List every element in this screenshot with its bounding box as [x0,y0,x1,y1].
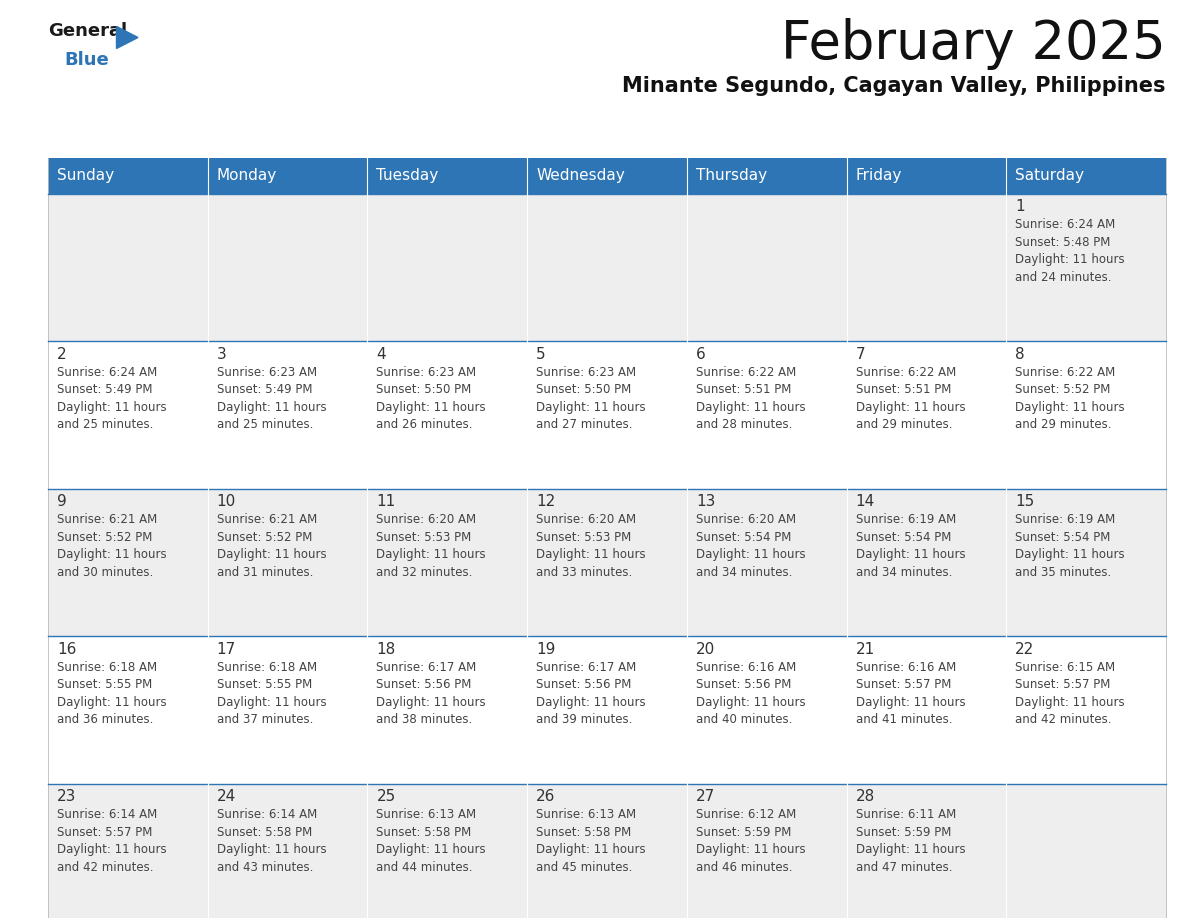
Bar [48,341,1165,488]
Text: Sunrise: 6:17 AM
Sunset: 5:56 PM
Daylight: 11 hours
and 38 minutes.: Sunrise: 6:17 AM Sunset: 5:56 PM Dayligh… [377,661,486,726]
Bar [527,158,687,194]
Text: 6: 6 [696,347,706,362]
Text: Sunrise: 6:15 AM
Sunset: 5:57 PM
Daylight: 11 hours
and 42 minutes.: Sunrise: 6:15 AM Sunset: 5:57 PM Dayligh… [1016,661,1125,726]
Text: 16: 16 [57,642,76,656]
Bar [208,158,367,194]
Text: Sunrise: 6:18 AM
Sunset: 5:55 PM
Daylight: 11 hours
and 36 minutes.: Sunrise: 6:18 AM Sunset: 5:55 PM Dayligh… [57,661,166,726]
Text: Sunrise: 6:20 AM
Sunset: 5:54 PM
Daylight: 11 hours
and 34 minutes.: Sunrise: 6:20 AM Sunset: 5:54 PM Dayligh… [696,513,805,578]
Text: Sunrise: 6:24 AM
Sunset: 5:49 PM
Daylight: 11 hours
and 25 minutes.: Sunrise: 6:24 AM Sunset: 5:49 PM Dayligh… [57,365,166,431]
Text: Sunrise: 6:22 AM
Sunset: 5:52 PM
Daylight: 11 hours
and 29 minutes.: Sunrise: 6:22 AM Sunset: 5:52 PM Dayligh… [1016,365,1125,431]
Text: Tuesday: Tuesday [377,168,438,184]
Text: Sunrise: 6:20 AM
Sunset: 5:53 PM
Daylight: 11 hours
and 32 minutes.: Sunrise: 6:20 AM Sunset: 5:53 PM Dayligh… [377,513,486,578]
Text: Sunrise: 6:14 AM
Sunset: 5:58 PM
Daylight: 11 hours
and 43 minutes.: Sunrise: 6:14 AM Sunset: 5:58 PM Dayligh… [216,809,327,874]
Text: Sunrise: 6:16 AM
Sunset: 5:56 PM
Daylight: 11 hours
and 40 minutes.: Sunrise: 6:16 AM Sunset: 5:56 PM Dayligh… [696,661,805,726]
Text: Sunrise: 6:17 AM
Sunset: 5:56 PM
Daylight: 11 hours
and 39 minutes.: Sunrise: 6:17 AM Sunset: 5:56 PM Dayligh… [536,661,646,726]
Text: Sunrise: 6:14 AM
Sunset: 5:57 PM
Daylight: 11 hours
and 42 minutes.: Sunrise: 6:14 AM Sunset: 5:57 PM Dayligh… [57,809,166,874]
Text: 19: 19 [536,642,556,656]
Bar [367,158,527,194]
Text: Sunday: Sunday [57,168,114,184]
Bar [1006,158,1165,194]
Text: Sunrise: 6:12 AM
Sunset: 5:59 PM
Daylight: 11 hours
and 46 minutes.: Sunrise: 6:12 AM Sunset: 5:59 PM Dayligh… [696,809,805,874]
Text: 11: 11 [377,494,396,509]
Text: February 2025: February 2025 [782,18,1165,70]
Text: Sunrise: 6:23 AM
Sunset: 5:50 PM
Daylight: 11 hours
and 27 minutes.: Sunrise: 6:23 AM Sunset: 5:50 PM Dayligh… [536,365,646,431]
Text: 9: 9 [57,494,67,509]
Text: Monday: Monday [216,168,277,184]
Text: 20: 20 [696,642,715,656]
Text: Friday: Friday [855,168,902,184]
Text: 3: 3 [216,347,227,362]
Polygon shape [116,27,138,49]
Text: 23: 23 [57,789,76,804]
Text: 24: 24 [216,789,236,804]
Text: 17: 17 [216,642,236,656]
Text: Sunrise: 6:20 AM
Sunset: 5:53 PM
Daylight: 11 hours
and 33 minutes.: Sunrise: 6:20 AM Sunset: 5:53 PM Dayligh… [536,513,646,578]
Text: 28: 28 [855,789,874,804]
Text: 18: 18 [377,642,396,656]
Text: Saturday: Saturday [1016,168,1085,184]
Text: Wednesday: Wednesday [536,168,625,184]
Text: Sunrise: 6:13 AM
Sunset: 5:58 PM
Daylight: 11 hours
and 45 minutes.: Sunrise: 6:13 AM Sunset: 5:58 PM Dayligh… [536,809,646,874]
Text: Sunrise: 6:19 AM
Sunset: 5:54 PM
Daylight: 11 hours
and 35 minutes.: Sunrise: 6:19 AM Sunset: 5:54 PM Dayligh… [1016,513,1125,578]
Text: 5: 5 [536,347,545,362]
Text: 10: 10 [216,494,236,509]
Text: 15: 15 [1016,494,1035,509]
Text: Sunrise: 6:11 AM
Sunset: 5:59 PM
Daylight: 11 hours
and 47 minutes.: Sunrise: 6:11 AM Sunset: 5:59 PM Dayligh… [855,809,965,874]
Bar [687,158,847,194]
Text: 1: 1 [1016,199,1025,214]
Bar [48,488,1165,636]
Text: 7: 7 [855,347,865,362]
Bar [847,158,1006,194]
Text: Sunrise: 6:22 AM
Sunset: 5:51 PM
Daylight: 11 hours
and 28 minutes.: Sunrise: 6:22 AM Sunset: 5:51 PM Dayligh… [696,365,805,431]
Bar [48,158,208,194]
Text: 13: 13 [696,494,715,509]
Text: 25: 25 [377,789,396,804]
Text: Thursday: Thursday [696,168,767,184]
Bar [48,784,1165,918]
Text: Blue: Blue [64,50,109,69]
Text: 2: 2 [57,347,67,362]
Text: 26: 26 [536,789,556,804]
Text: Sunrise: 6:19 AM
Sunset: 5:54 PM
Daylight: 11 hours
and 34 minutes.: Sunrise: 6:19 AM Sunset: 5:54 PM Dayligh… [855,513,965,578]
Text: Sunrise: 6:21 AM
Sunset: 5:52 PM
Daylight: 11 hours
and 30 minutes.: Sunrise: 6:21 AM Sunset: 5:52 PM Dayligh… [57,513,166,578]
Text: General: General [48,22,127,40]
Bar [48,636,1165,784]
Text: 12: 12 [536,494,556,509]
Text: Sunrise: 6:22 AM
Sunset: 5:51 PM
Daylight: 11 hours
and 29 minutes.: Sunrise: 6:22 AM Sunset: 5:51 PM Dayligh… [855,365,965,431]
Text: Sunrise: 6:21 AM
Sunset: 5:52 PM
Daylight: 11 hours
and 31 minutes.: Sunrise: 6:21 AM Sunset: 5:52 PM Dayligh… [216,513,327,578]
Text: Sunrise: 6:13 AM
Sunset: 5:58 PM
Daylight: 11 hours
and 44 minutes.: Sunrise: 6:13 AM Sunset: 5:58 PM Dayligh… [377,809,486,874]
Text: 14: 14 [855,494,874,509]
Text: Sunrise: 6:16 AM
Sunset: 5:57 PM
Daylight: 11 hours
and 41 minutes.: Sunrise: 6:16 AM Sunset: 5:57 PM Dayligh… [855,661,965,726]
Text: Sunrise: 6:23 AM
Sunset: 5:49 PM
Daylight: 11 hours
and 25 minutes.: Sunrise: 6:23 AM Sunset: 5:49 PM Dayligh… [216,365,327,431]
Text: 27: 27 [696,789,715,804]
Text: 21: 21 [855,642,874,656]
Text: 22: 22 [1016,642,1035,656]
Text: 4: 4 [377,347,386,362]
Text: Sunrise: 6:23 AM
Sunset: 5:50 PM
Daylight: 11 hours
and 26 minutes.: Sunrise: 6:23 AM Sunset: 5:50 PM Dayligh… [377,365,486,431]
Text: 8: 8 [1016,347,1025,362]
Text: Sunrise: 6:18 AM
Sunset: 5:55 PM
Daylight: 11 hours
and 37 minutes.: Sunrise: 6:18 AM Sunset: 5:55 PM Dayligh… [216,661,327,726]
Bar [48,194,1165,341]
Text: Minante Segundo, Cagayan Valley, Philippines: Minante Segundo, Cagayan Valley, Philipp… [623,76,1165,96]
Text: Sunrise: 6:24 AM
Sunset: 5:48 PM
Daylight: 11 hours
and 24 minutes.: Sunrise: 6:24 AM Sunset: 5:48 PM Dayligh… [1016,218,1125,284]
